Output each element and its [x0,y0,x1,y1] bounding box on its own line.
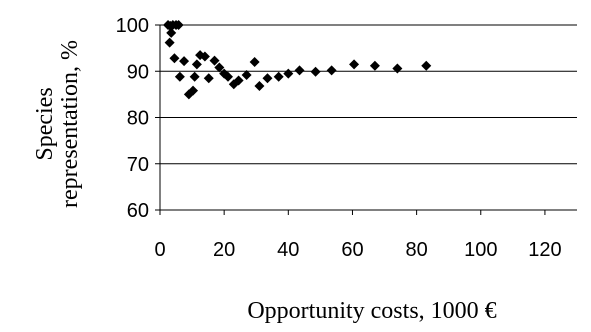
data-points [163,20,432,100]
data-point-7 [169,53,180,64]
x-tick-label-40: 40 [277,239,299,261]
data-point-9 [179,56,190,67]
data-point-26 [262,73,273,84]
data-point-33 [369,60,380,71]
y-axis-title-line-2: representation, % [57,40,83,208]
data-point-15 [199,51,210,62]
data-point-24 [249,57,260,67]
y-axis-ticks: 60 70 80 90 100 [116,15,160,222]
data-point-35 [421,60,432,71]
x-tick-label-60: 60 [341,239,363,261]
data-point-34 [392,63,403,74]
data-point-18 [214,62,225,73]
data-point-4 [173,20,184,30]
data-point-27 [273,71,284,82]
data-point-23 [241,69,252,80]
data-point-25 [254,81,265,92]
data-point-31 [326,65,337,76]
data-point-6 [164,37,175,48]
x-tick-label-100: 100 [464,239,497,261]
data-point-11 [188,85,199,96]
y-tick-label-80: 80 [127,108,149,130]
x-axis-title: Opportunity costs, 1000 € [247,298,496,324]
gridlines [160,24,577,165]
data-point-13 [191,59,202,70]
data-point-5 [166,27,177,38]
data-point-28 [283,68,294,79]
y-axis-title-line-1: Species [32,87,58,160]
data-point-29 [294,65,305,76]
data-point-8 [174,71,185,82]
data-point-12 [189,71,200,82]
y-tick-label-100: 100 [116,15,149,37]
y-tick-label-90: 90 [127,61,149,83]
data-point-32 [349,59,360,70]
data-point-16 [203,73,214,84]
y-tick-label-70: 70 [127,154,149,176]
x-tick-label-20: 20 [213,239,235,261]
x-tick-label-0: 0 [154,239,165,261]
data-point-20 [223,71,234,82]
x-axis-ticks: 0 20 40 60 80 100 120 [154,210,562,261]
data-point-22 [233,75,244,86]
data-point-30 [310,66,321,77]
data-point-17 [209,55,220,66]
x-tick-label-80: 80 [405,239,427,261]
y-tick-label-60: 60 [127,200,149,222]
x-tick-label-120: 120 [528,239,561,261]
